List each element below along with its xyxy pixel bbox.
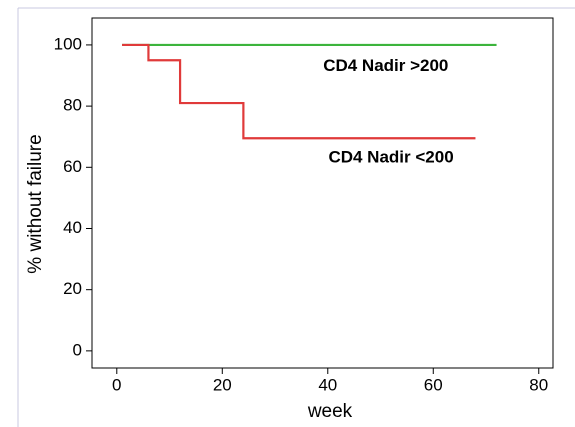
x-tick-label: 40 <box>318 375 337 394</box>
series-line <box>122 43 476 140</box>
plot-frame <box>91 17 554 369</box>
x-tick-label: 20 <box>213 375 232 394</box>
x-tick-label: 80 <box>529 375 548 394</box>
y-tick-label: 20 <box>63 279 82 298</box>
x-tick-label: 0 <box>112 375 121 394</box>
y-tick-label: 40 <box>63 218 82 237</box>
y-tick-label: 60 <box>63 157 82 176</box>
annotation: CD4 Nadir >200 <box>323 56 448 75</box>
x-tick-label: 60 <box>424 375 443 394</box>
y-tick-label: 80 <box>63 96 82 115</box>
annotation: CD4 Nadir <200 <box>328 148 453 167</box>
x-axis-title: week <box>307 401 353 422</box>
y-tick-label: 0 <box>73 340 82 359</box>
y-tick-label: 100 <box>54 34 82 53</box>
y-axis-title: % without failure <box>25 134 46 273</box>
